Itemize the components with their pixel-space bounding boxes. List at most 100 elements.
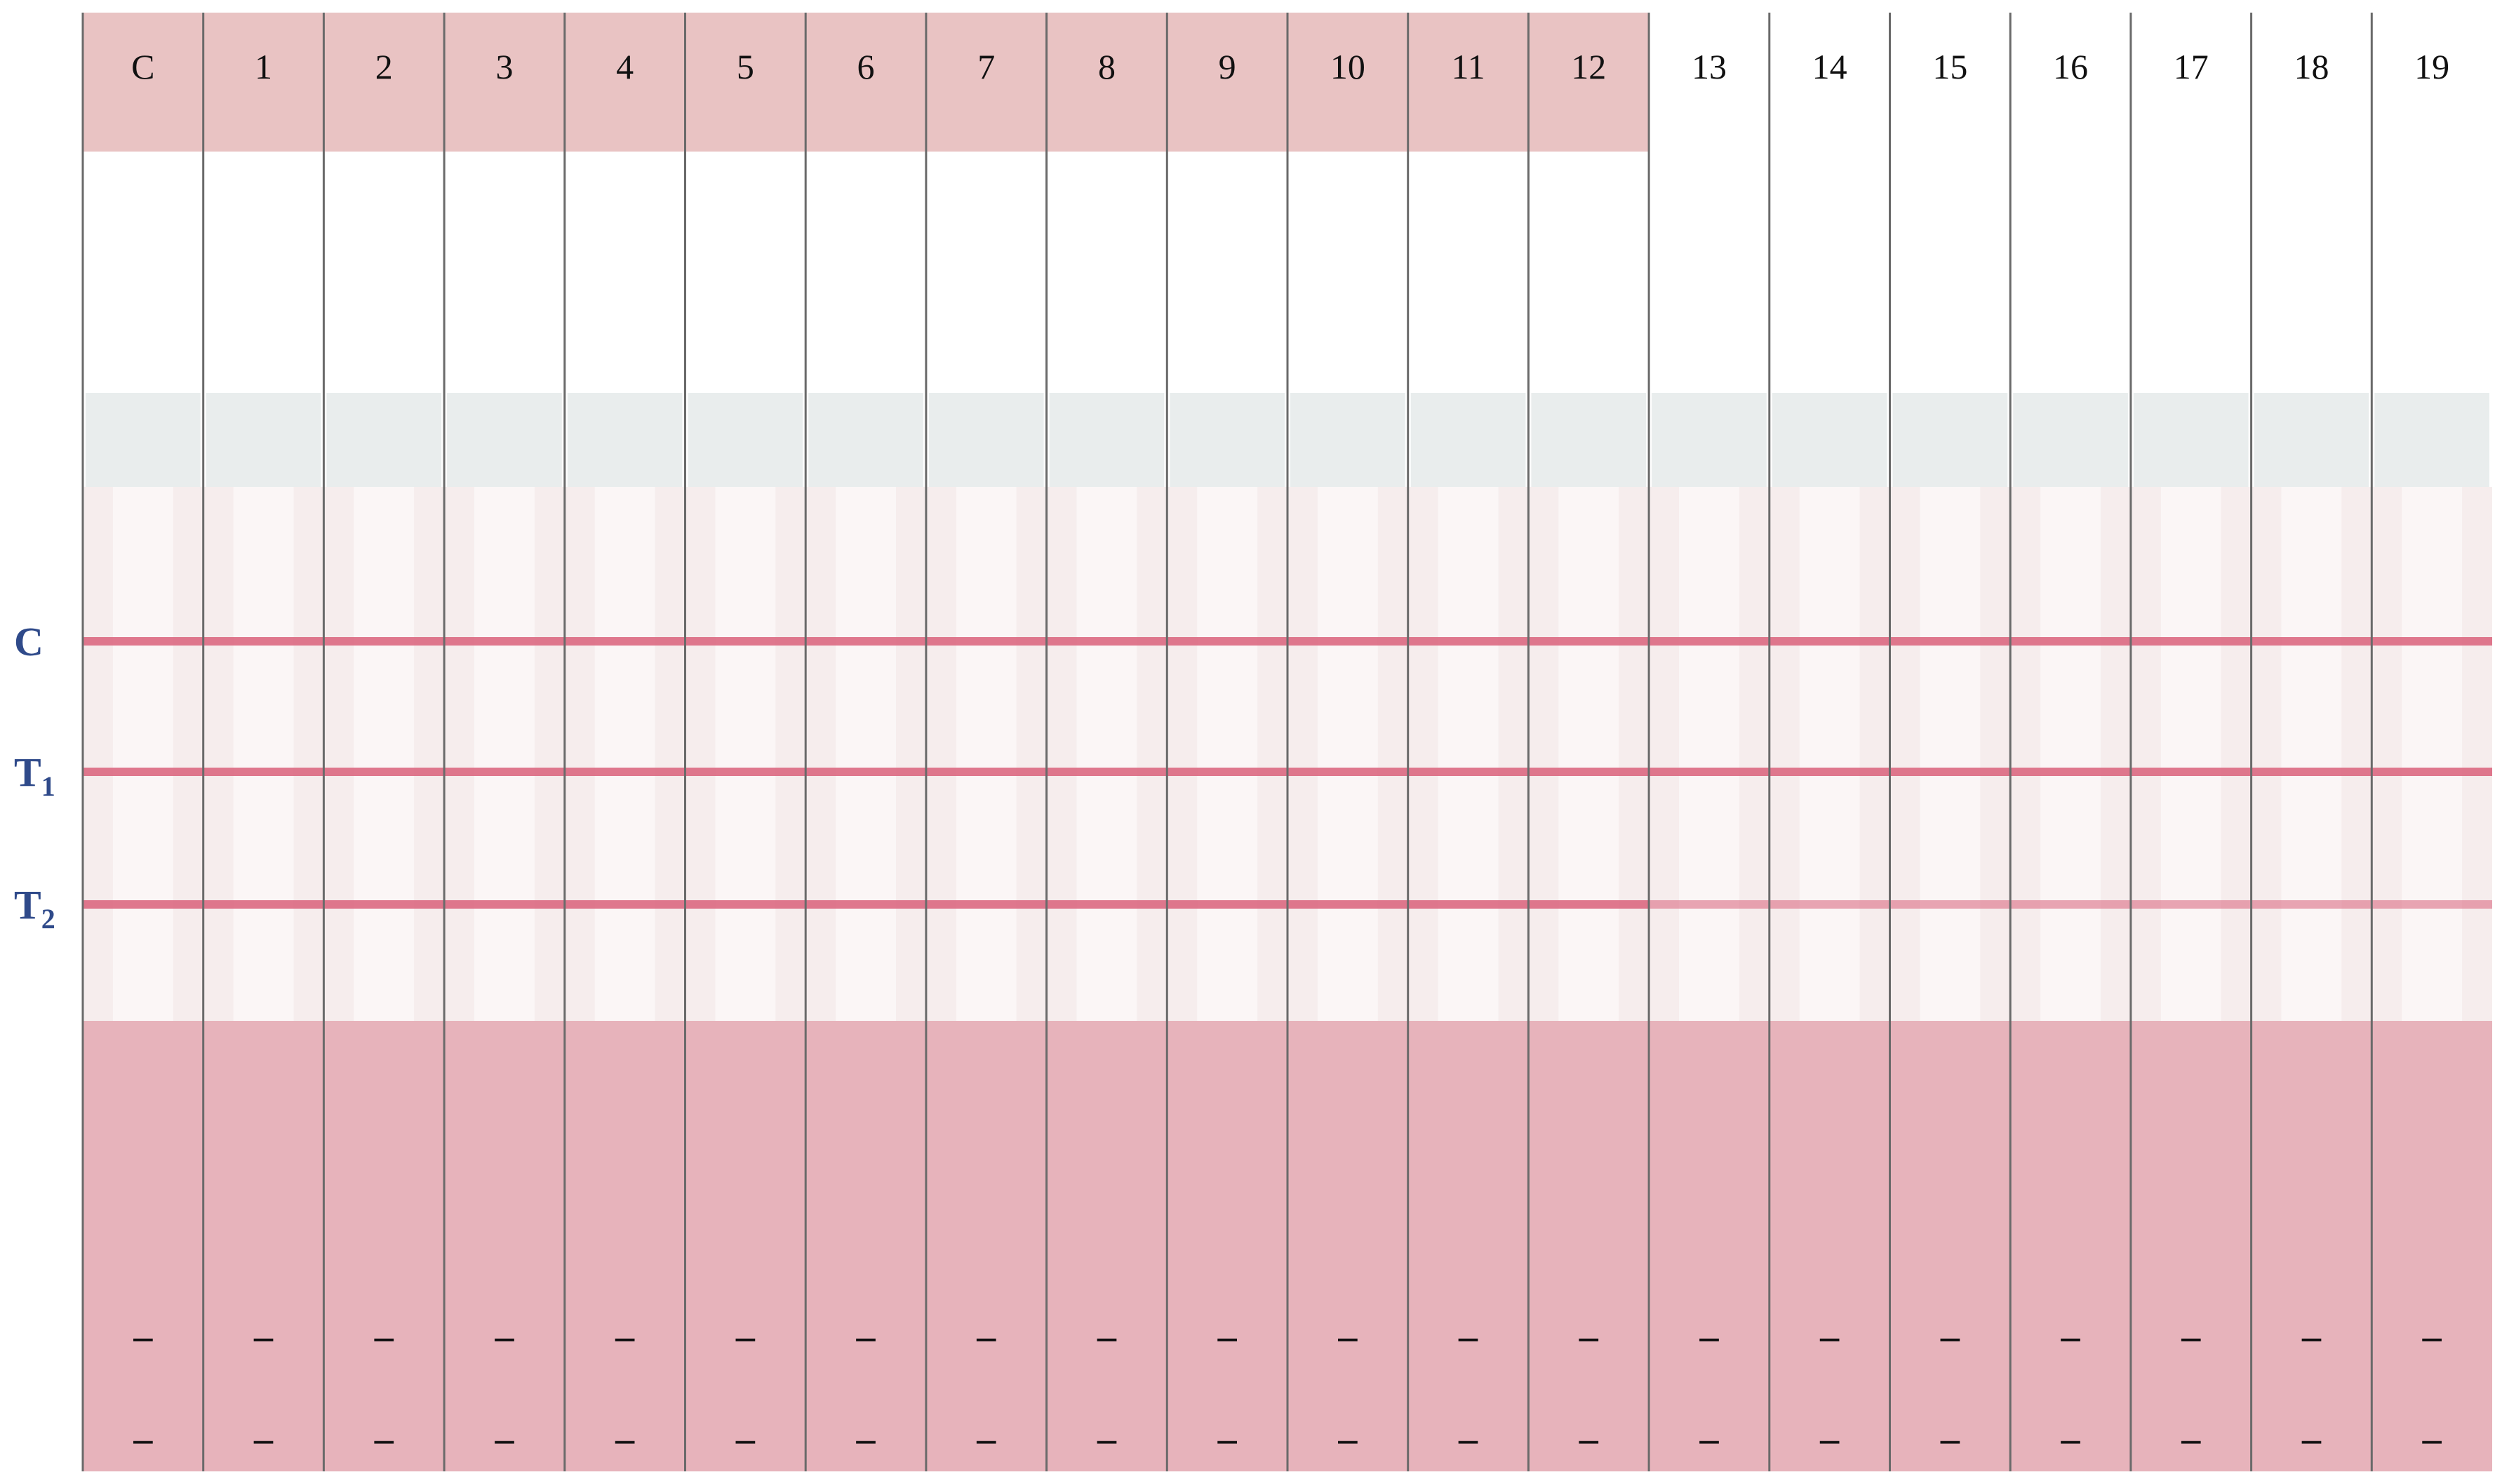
strip-label: 11 [1451, 47, 1485, 86]
membrane-glow [233, 487, 294, 1021]
strip-label: 19 [2414, 47, 2449, 86]
test-line [1407, 768, 1529, 776]
sample-pad-edge [1531, 393, 1647, 487]
test-line [323, 900, 445, 909]
strip: 5 – – [684, 13, 806, 1471]
test-line [1649, 900, 1770, 909]
test-line [2251, 900, 2372, 909]
test-line [1407, 637, 1529, 646]
test-line [805, 768, 926, 776]
strip: 2 – – [322, 13, 445, 1471]
test-line [685, 768, 806, 776]
label-pad [1528, 13, 1650, 152]
strip-label: 2 [375, 47, 393, 86]
strip-label: 12 [1571, 47, 1606, 86]
membrane-glow [1558, 487, 1619, 1021]
membrane-glow [1438, 487, 1499, 1021]
result-sign: – [133, 1417, 153, 1459]
result-sign: – [2301, 1315, 2322, 1357]
test-line [444, 900, 565, 909]
label-pad [2371, 13, 2492, 152]
result-sign: – [133, 1315, 153, 1357]
result-sign: – [2301, 1417, 2322, 1459]
result-sign: – [976, 1315, 996, 1357]
line-label: T1 [14, 749, 55, 802]
membrane-glow [2160, 487, 2221, 1021]
result-sign: – [735, 1315, 756, 1357]
test-line [2130, 900, 2252, 909]
membrane-glow [2281, 487, 2342, 1021]
result-sign: – [856, 1417, 876, 1459]
sample-pad-edge [928, 393, 1044, 487]
result-sign: – [374, 1417, 394, 1459]
strip: 18 – – [2250, 13, 2372, 1471]
result-sign: – [494, 1315, 514, 1357]
result-sign: – [615, 1315, 635, 1357]
result-sign: – [494, 1417, 514, 1459]
result-sign: – [1337, 1417, 1358, 1459]
membrane-glow [2402, 487, 2463, 1021]
sample-pad-edge [1892, 393, 2008, 487]
test-line [564, 900, 685, 909]
label-pad [685, 13, 806, 152]
membrane-glow [1317, 487, 1378, 1021]
test-line [1287, 768, 1408, 776]
result-sign: – [2061, 1417, 2081, 1459]
test-line [2251, 768, 2372, 776]
label-pad [203, 13, 324, 152]
membrane-glow [1679, 487, 1739, 1021]
strip-label: 14 [1812, 47, 1847, 86]
sample-pad-edge [1170, 393, 1285, 487]
label-pad [1769, 13, 1890, 152]
strip-label: 9 [1219, 47, 1236, 86]
label-pad [1649, 13, 1770, 152]
result-sign: – [1940, 1417, 1960, 1459]
absorbent-pad [1649, 1021, 1770, 1471]
strip: 13 – – [1647, 13, 1770, 1471]
line-letter: T [14, 749, 41, 795]
membrane-glow [474, 487, 535, 1021]
sample-pad-edge [2013, 393, 2128, 487]
test-line [1769, 637, 1890, 646]
result-sign: – [2181, 1315, 2201, 1357]
result-sign: – [1097, 1315, 1117, 1357]
membrane-glow [836, 487, 896, 1021]
sample-pad-edge [567, 393, 683, 487]
label-pad [444, 13, 565, 152]
result-sign: – [735, 1417, 756, 1459]
test-line [1167, 900, 1287, 909]
label-pad [1287, 13, 1408, 152]
strip-label: 7 [977, 47, 995, 86]
strip-label: 13 [1692, 47, 1727, 86]
test-line [2010, 900, 2131, 909]
result-sign: – [374, 1315, 394, 1357]
result-sign: – [1579, 1315, 1599, 1357]
strip: 8 – – [1045, 13, 1168, 1471]
test-line [2371, 900, 2492, 909]
strip-label: 17 [2174, 47, 2209, 86]
test-line [685, 637, 806, 646]
line-subscript: 2 [41, 903, 55, 935]
absorbent-pad [2371, 1021, 2492, 1471]
membrane-glow [594, 487, 655, 1021]
label-pad [1889, 13, 2011, 152]
strip-label: C [131, 47, 154, 86]
test-line [2371, 637, 2492, 646]
strip-label: 16 [2053, 47, 2088, 86]
sample-pad-edge [1652, 393, 1767, 487]
strip-label: 5 [737, 47, 754, 86]
test-line [564, 637, 685, 646]
sample-pad-edge [2374, 393, 2489, 487]
test-line [1046, 900, 1168, 909]
strip: 11 – – [1407, 13, 1529, 1471]
strip-label: 4 [616, 47, 634, 86]
result-sign: – [253, 1315, 274, 1357]
strip: 9 – – [1165, 13, 1287, 1471]
test-line [1649, 637, 1770, 646]
strip: 3 – – [443, 13, 565, 1471]
test-line [203, 768, 324, 776]
test-line [203, 637, 324, 646]
strip: 6 – – [804, 13, 926, 1471]
test-line [1769, 768, 1890, 776]
